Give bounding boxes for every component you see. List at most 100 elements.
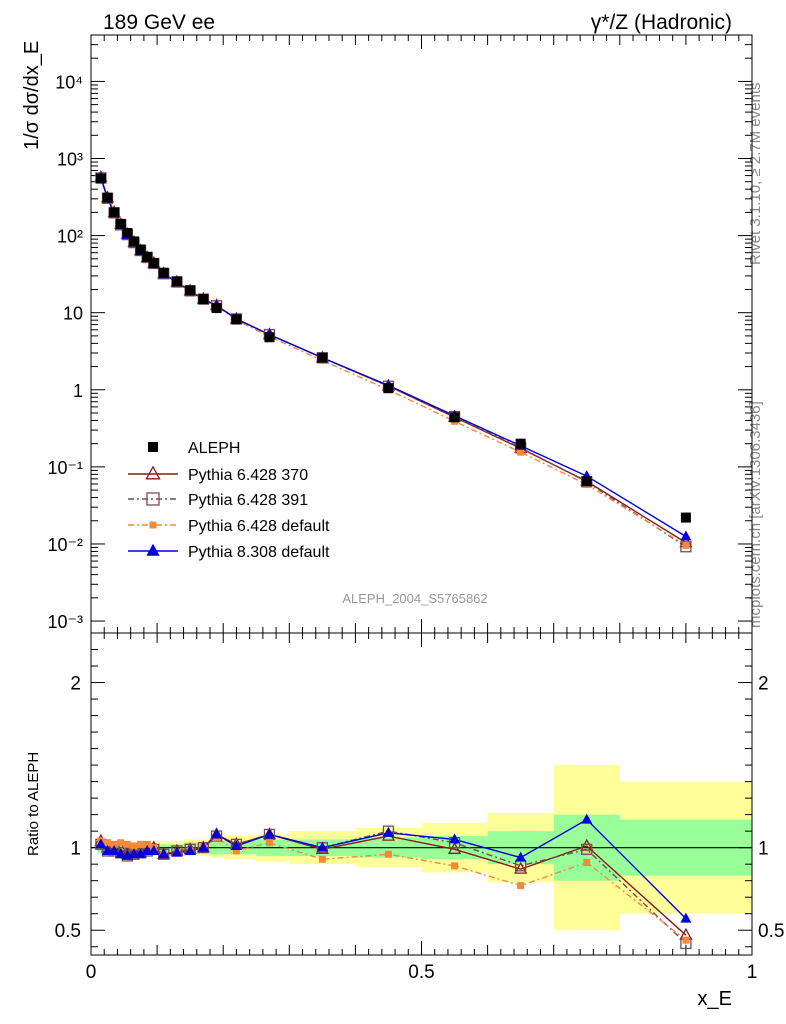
main-ytick-label: 10³ <box>57 150 83 170</box>
main-ylabel-text: 1/σ dσ/dx_E <box>21 41 43 150</box>
main-point-aleph <box>383 383 394 394</box>
ratio-point-p8 <box>108 844 120 855</box>
main-ytick-label: 10 <box>63 304 83 324</box>
main-point-aleph <box>142 251 153 262</box>
ratio-point-p8 <box>171 846 183 857</box>
legend: ALEPH Pythia 6.428 370 Pythia 6.428 391 … <box>128 440 330 561</box>
main-point-aleph <box>185 285 196 296</box>
ratio-point-p8 <box>581 813 593 824</box>
main-point-aleph <box>211 303 222 314</box>
main-point-p8 <box>680 530 692 541</box>
ratio-xtick-label: 0.5 <box>408 962 434 983</box>
main-ytick-label: 10⁻¹ <box>47 458 83 478</box>
ratio-point-p8 <box>197 841 209 852</box>
ratio-point-pdef <box>682 936 690 944</box>
mcplots-label: mcplots.cern.ch [arXiv:1306.3436] <box>747 401 764 628</box>
main-point-aleph <box>515 438 526 449</box>
ratio-point-p8 <box>316 841 328 852</box>
ratio-ylabel: Ratio to ALEPH <box>25 752 42 856</box>
main-point-aleph <box>122 228 133 239</box>
xlabel: x_E <box>698 988 732 1010</box>
legend-marker-p391 <box>146 492 160 506</box>
ratio-ytick-label-right: 1 <box>758 839 769 860</box>
main-point-aleph <box>115 218 126 229</box>
ratio-point-p8 <box>263 828 275 839</box>
ratio-point-p8 <box>211 828 223 839</box>
main-point-aleph <box>680 512 691 523</box>
ratio-point-pdef <box>110 840 118 848</box>
main-point-aleph <box>171 276 182 287</box>
ratio-point-pdef <box>583 859 591 867</box>
ratio-point-p8 <box>515 851 527 862</box>
main-point-aleph <box>198 294 209 305</box>
ratio-point-pdef <box>104 839 112 847</box>
ratio-ytick-label: 1 <box>70 839 81 860</box>
main-point-p391 <box>680 541 692 553</box>
ratio-point-pdef <box>232 847 240 855</box>
analysis-label: ALEPH_2004_S5765862 <box>342 591 487 606</box>
main-point-aleph <box>264 332 275 343</box>
ratio-point-p8 <box>382 826 394 837</box>
main-point-aleph <box>102 192 113 203</box>
ratio-ytick-label-right: 2 <box>758 674 769 695</box>
main-line-p370 <box>100 177 687 544</box>
ratio-point-p8 <box>135 848 147 859</box>
legend-label-pdef: Pythia 6.428 default <box>188 518 330 535</box>
main-point-pdef <box>682 541 690 549</box>
main-point-aleph <box>128 236 139 247</box>
ratio-point-p391 <box>581 843 593 855</box>
ratio-point-p370 <box>514 861 528 874</box>
legend-label-aleph: ALEPH <box>188 440 240 457</box>
main-point-aleph <box>135 244 146 255</box>
ratio-point-p8 <box>680 912 692 923</box>
ratio-point-pdef <box>123 840 131 848</box>
legend-label-p8: Pythia 8.308 default <box>188 544 330 561</box>
ratio-point-pdef <box>130 842 138 850</box>
main-panel: 10⁻³ 10⁻² 10⁻¹ 1 10 10² 10³ 10⁴ <box>47 34 753 634</box>
ratio-xtick-label: 0 <box>86 962 97 983</box>
ratio-point-p8 <box>95 838 107 849</box>
main-point-aleph <box>148 258 159 269</box>
main-line-pdef <box>100 177 687 546</box>
main-ylabel: 1/σ dσ/dx_E <box>21 41 43 150</box>
ratio-point-p8 <box>158 848 170 859</box>
main-ytick-label: 10⁻² <box>47 535 83 555</box>
ratio-point-p8 <box>115 848 127 859</box>
main-point-pdef <box>517 448 525 456</box>
main-ytick-label: 10⁻³ <box>47 612 83 632</box>
ratio-panel: 0.5 0.51 12 20 0.5 1 <box>55 632 784 983</box>
main-ytick-label: 1 <box>73 381 83 401</box>
main-point-aleph <box>581 476 592 487</box>
ratio-point-p8 <box>148 844 160 855</box>
legend-label-p391: Pythia 6.428 391 <box>188 492 308 509</box>
main-point-aleph <box>95 173 106 184</box>
ratio-point-pdef <box>451 862 459 870</box>
ratio-ytick-label: 2 <box>70 674 81 695</box>
ratio-xtick-label: 1 <box>747 962 758 983</box>
ratio-point-pdef <box>265 839 273 847</box>
main-ytick-label: 10² <box>57 227 83 247</box>
legend-marker-p8 <box>146 543 160 556</box>
legend-label-p370: Pythia 6.428 370 <box>188 467 308 484</box>
ratio-ytick-label-right: 0.5 <box>758 921 784 942</box>
header-left-title: 189 GeV ee <box>103 11 215 34</box>
ratio-line-p391 <box>100 830 687 944</box>
ratio-ytick-label: 0.5 <box>55 921 81 942</box>
ratio-point-p8 <box>449 833 461 844</box>
main-point-aleph <box>231 314 242 325</box>
main-point-aleph <box>449 412 460 423</box>
legend-marker-aleph <box>148 442 158 452</box>
ratio-point-pdef <box>384 850 392 858</box>
rivet-label: Rivet 3.1.10, ≥ 2.7M events <box>747 83 764 266</box>
ratio-point-pdef <box>517 882 525 890</box>
main-point-aleph <box>109 207 120 218</box>
header-right-title: γ*/Z (Hadronic) <box>591 11 732 34</box>
ratio-point-p8 <box>230 840 242 851</box>
main-ytick-label: 10⁴ <box>55 72 83 92</box>
legend-marker-pdef <box>149 521 157 529</box>
ratio-point-p8 <box>184 844 196 855</box>
ratio-point-pdef <box>143 840 151 848</box>
legend-marker-p370 <box>145 465 161 480</box>
ratio-point-pdef <box>137 840 145 848</box>
